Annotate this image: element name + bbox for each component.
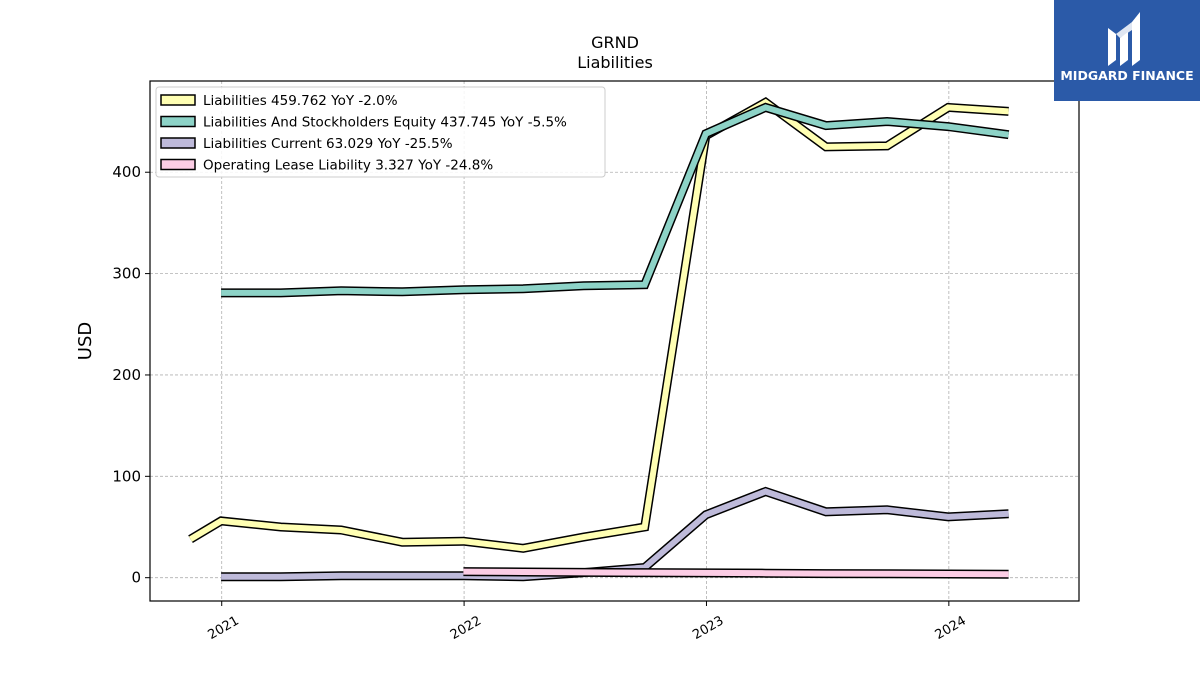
legend-entry: Liabilities And Stockholders Equity 437.… (203, 115, 567, 131)
x-tick-label: 2024 (933, 613, 969, 643)
legend-entry: Operating Lease Liability 3.327 YoY -24.… (203, 158, 493, 174)
x-tick-label: 2023 (690, 613, 726, 643)
y-axis: 0 100 200 300 400 (112, 163, 150, 587)
legend-swatch (160, 115, 196, 128)
midgard-logo-icon (1108, 12, 1140, 66)
legend-box (155, 86, 606, 178)
series-operating-lease-liability (463, 567, 1009, 579)
y-tick-label: 400 (112, 163, 141, 181)
x-tick-label: 2021 (206, 613, 242, 643)
y-tick-label: 100 (112, 467, 141, 485)
chart-subtitle: Liabilities (577, 53, 653, 72)
legend-entry: Liabilities Current 63.029 YoY -25.5% (203, 136, 453, 152)
series-line (221, 104, 1009, 296)
brand-name: MIDGARD FINANCE (1060, 68, 1194, 83)
series-liabilities-and-stockholders-equity (221, 102, 1010, 298)
legend-entry: Liabilities 459.762 YoY -2.0% (203, 93, 398, 109)
legend-swatch (160, 137, 196, 149)
y-tick-label: 300 (112, 265, 141, 283)
chart-title: GRND (591, 33, 639, 52)
plot-area (149, 80, 1080, 602)
x-tick-label: 2022 (448, 613, 484, 643)
y-tick-label: 200 (112, 366, 141, 384)
legend: Liabilities 459.762 YoY -2.0% Liabilities… (155, 86, 606, 178)
legend-swatch (160, 94, 196, 106)
series-liabilities (188, 96, 1009, 553)
series-lines (188, 96, 1010, 582)
series-line (188, 98, 1009, 552)
legend-swatch (160, 158, 196, 171)
series-line (463, 568, 1009, 578)
brand-logo: MIDGARD FINANCE (1054, 0, 1200, 101)
x-axis: 2021 2022 2023 2024 (206, 601, 969, 643)
y-axis-label: USD (75, 322, 96, 360)
y-tick-label: 0 (131, 569, 141, 587)
